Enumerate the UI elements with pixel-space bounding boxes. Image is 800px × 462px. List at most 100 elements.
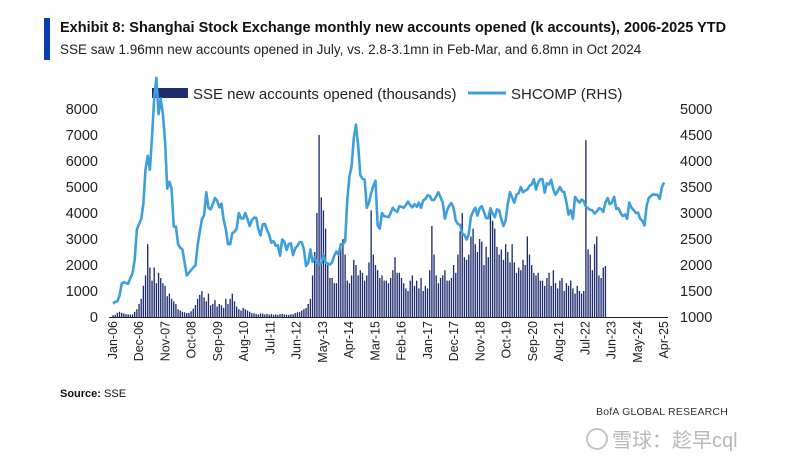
bar <box>318 135 320 317</box>
bar <box>539 280 542 317</box>
bar <box>426 288 429 317</box>
bar <box>496 246 498 317</box>
bar <box>537 272 539 317</box>
bar <box>162 283 164 317</box>
bar <box>520 270 522 317</box>
bar <box>585 140 587 317</box>
x-tick-label: Feb-16 <box>395 321 409 361</box>
bar <box>275 314 277 317</box>
right-tick-label: 4000 <box>680 154 712 170</box>
line-series-shcomp <box>112 76 666 305</box>
watermark: 雪球：趁早cql <box>586 424 738 453</box>
bar <box>166 296 168 317</box>
chart-legend: SSE new accounts opened (thousands) SHCO… <box>152 86 622 103</box>
bar <box>554 283 557 317</box>
x-tick-label: Aug-21 <box>552 321 566 361</box>
snowball-logo-icon <box>586 428 608 450</box>
bar <box>552 270 555 317</box>
bar <box>296 312 299 317</box>
bar <box>220 305 223 317</box>
bar <box>214 300 216 317</box>
bar <box>238 309 240 317</box>
bar <box>420 278 422 317</box>
left-tick-label: 3000 <box>66 232 98 248</box>
bar <box>279 314 281 317</box>
bar <box>385 280 387 317</box>
bar <box>118 311 121 317</box>
left-tick-label: 2000 <box>66 258 98 274</box>
bar <box>437 283 440 317</box>
bar <box>337 254 340 317</box>
bar <box>257 314 260 317</box>
bar <box>309 298 312 317</box>
bar <box>301 310 303 317</box>
bar <box>164 285 166 317</box>
bar <box>329 278 331 317</box>
bar <box>570 280 572 317</box>
right-tick-label: 2500 <box>680 232 712 248</box>
bar <box>398 272 401 317</box>
bar <box>246 310 249 317</box>
bar <box>546 278 548 317</box>
x-tick-label: Mar-15 <box>368 321 382 361</box>
bar <box>183 312 186 317</box>
bar <box>218 304 220 317</box>
bar <box>533 272 535 317</box>
x-tick-label: Jul-22 <box>578 321 592 355</box>
bar <box>203 297 205 317</box>
bar <box>522 259 524 317</box>
bar <box>266 313 268 317</box>
bar <box>544 285 546 317</box>
bar <box>153 267 155 317</box>
bar <box>157 272 160 317</box>
bar <box>442 275 444 317</box>
bar <box>439 278 442 317</box>
bar <box>134 311 136 317</box>
bar <box>468 254 470 317</box>
bar <box>598 275 600 317</box>
x-tick-label: Oct-19 <box>500 321 514 359</box>
right-tick-label: 3000 <box>680 206 712 222</box>
bar <box>431 226 433 317</box>
bar <box>121 312 123 317</box>
bar <box>292 314 294 317</box>
bar <box>285 314 288 317</box>
bar <box>557 288 559 317</box>
bar <box>483 265 485 317</box>
bar <box>461 213 463 317</box>
x-tick-label: Sep-20 <box>526 321 540 361</box>
bar <box>485 246 487 317</box>
bar <box>298 311 301 317</box>
bar <box>151 280 153 317</box>
bar <box>346 280 348 317</box>
bar <box>381 275 383 317</box>
bar <box>212 304 214 317</box>
right-tick-label: 3500 <box>680 180 712 196</box>
bar <box>314 252 316 317</box>
bar <box>524 265 526 317</box>
right-tick-label: 1000 <box>680 310 712 326</box>
left-tick-label: 7000 <box>66 128 98 144</box>
bar <box>602 267 604 317</box>
bar <box>565 283 568 317</box>
bar <box>370 210 372 317</box>
bar <box>342 239 344 317</box>
bar <box>235 306 238 317</box>
bar <box>487 257 489 317</box>
bar <box>259 313 262 317</box>
bar <box>372 254 374 317</box>
bar <box>433 254 435 317</box>
bar <box>424 285 427 317</box>
bar <box>396 272 398 317</box>
bar <box>400 278 403 317</box>
bar <box>446 280 448 317</box>
bar <box>350 275 353 317</box>
bar <box>248 311 251 317</box>
exhibit-title: Exhibit 8: Shanghai Stock Exchange month… <box>60 20 727 36</box>
bar <box>307 304 309 317</box>
bar <box>567 285 570 317</box>
x-axis: Jan-06 Dec-06 Nov-07 Oct-08 Sep-09 Aug-10 Jul-… <box>106 317 671 363</box>
bar <box>233 301 236 317</box>
bar <box>240 310 242 317</box>
bar <box>348 283 351 317</box>
